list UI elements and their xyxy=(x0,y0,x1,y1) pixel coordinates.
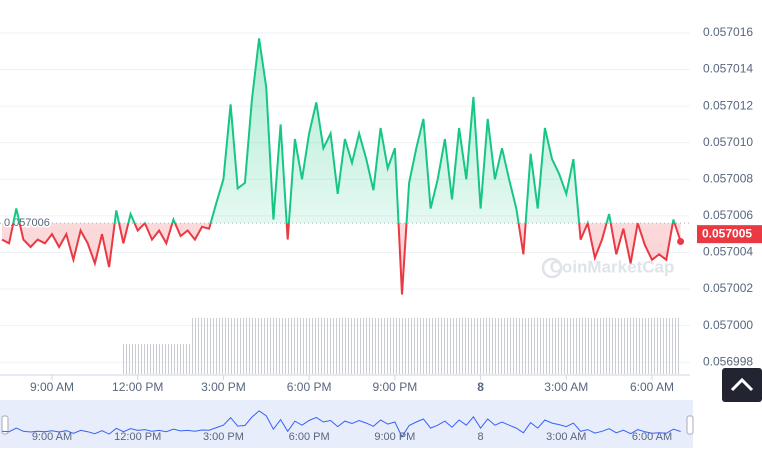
y-tick-label: 0.057008 xyxy=(703,171,753,185)
watermark-logo xyxy=(541,257,563,279)
navigator-tick-label: 6:00 PM xyxy=(289,431,330,443)
x-tick-label: 3:00 PM xyxy=(201,380,246,394)
navigator-tick-label: 9:00 AM xyxy=(32,431,72,443)
y-tick-label: 0.057004 xyxy=(703,245,753,259)
price-tag xyxy=(697,225,762,244)
volume-bars xyxy=(192,318,680,374)
navigator-tick-label: 12:00 PM xyxy=(114,431,161,443)
navigator-line xyxy=(1,410,681,438)
price-line-up xyxy=(12,38,676,224)
y-tick-label: 0.057002 xyxy=(703,281,753,295)
navigator xyxy=(0,400,693,448)
y-tick-label: 0.057014 xyxy=(703,62,753,76)
baseline-label: 0.057006 xyxy=(4,217,50,229)
x-tick-label: 6:00 PM xyxy=(287,380,332,394)
navigator-tick-label: 6:00 AM xyxy=(632,431,672,443)
watermark: CoinMarketCap xyxy=(550,257,675,276)
navigator-handle[interactable] xyxy=(1,415,9,435)
navigator-tick-label: 9:00 PM xyxy=(374,431,415,443)
x-tick-label: 9:00 PM xyxy=(373,380,418,394)
navigator-handle[interactable] xyxy=(686,415,694,435)
scroll-top-button[interactable] xyxy=(722,368,762,402)
price-tag-label: 0.057005 xyxy=(702,226,752,240)
y-tick-label: 0.057010 xyxy=(703,135,753,149)
last-point xyxy=(677,237,685,245)
arrow-icon xyxy=(730,377,754,392)
navigator-tick-label: 8 xyxy=(478,431,484,443)
x-tick-label: 12:00 PM xyxy=(112,380,163,394)
button-bg[interactable] xyxy=(722,368,762,402)
area-up xyxy=(13,38,675,224)
x-tick-label: 9:00 AM xyxy=(30,380,74,394)
x-tick-label: 3:00 AM xyxy=(544,380,588,394)
y-tick-label: 0.056998 xyxy=(703,354,753,368)
y-tick-label: 0.057006 xyxy=(703,208,753,222)
y-tick-label: 0.057012 xyxy=(703,98,753,112)
navigator-tick-label: 3:00 PM xyxy=(203,431,244,443)
x-tick-label: 6:00 AM xyxy=(630,380,674,394)
navigator-tick-label: 3:00 AM xyxy=(546,431,586,443)
x-tick-label: 8 xyxy=(477,380,484,394)
y-tick-label: 0.057016 xyxy=(703,25,753,39)
volume-bars xyxy=(122,344,192,374)
y-tick-label: 0.057000 xyxy=(703,318,753,332)
